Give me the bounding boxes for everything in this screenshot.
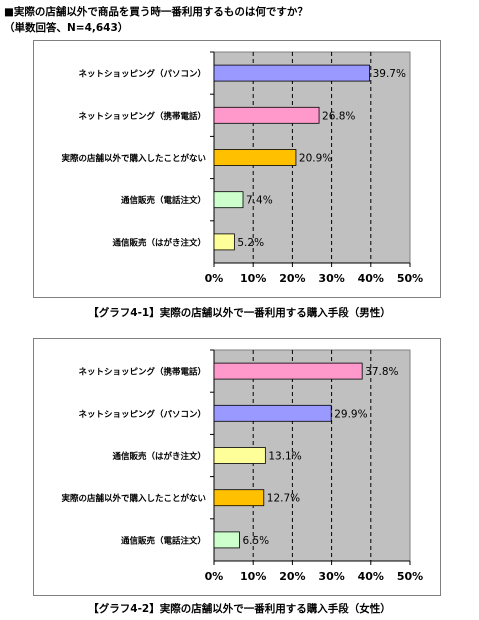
category-label: ネットショッピング（パソコン） xyxy=(78,409,206,420)
x-tick-label: 30% xyxy=(318,570,344,583)
data-label: 20.9% xyxy=(299,153,332,165)
category-label: 通信販売（はがき注文） xyxy=(112,451,206,462)
bar xyxy=(213,149,297,166)
category-label: 通信販売（電話注文） xyxy=(121,535,206,546)
caption-female: 【グラフ4-2】実際の店舗以外で一番利用する購入手段（女性） xyxy=(88,603,391,615)
data-label: 39.7% xyxy=(373,68,406,80)
x-tick-label: 40% xyxy=(358,272,384,285)
data-label: 13.1% xyxy=(268,451,301,463)
data-label: 5.2% xyxy=(237,237,264,249)
data-label: 29.9% xyxy=(334,408,367,420)
category-label: 実際の店舗以外で購入したことがない xyxy=(61,493,206,504)
data-label: 7.4% xyxy=(246,195,273,207)
bar xyxy=(213,404,332,422)
data-label: 6.5% xyxy=(242,535,269,547)
bar xyxy=(213,106,320,124)
x-tick-label: 20% xyxy=(279,272,305,285)
caption-male: 【グラフ4-1】実際の店舗以外で一番利用する購入手段（男性） xyxy=(88,307,391,319)
female-bar-chart: 0% 10% 20% 30% 40% 50% ネットショッピング（携帯電話） 37.8% ネット… xyxy=(61,349,423,583)
x-tick-label: 10% xyxy=(240,272,266,285)
category-label: ネットショッピング（携帯電話） xyxy=(78,111,206,122)
category-label: 実際の店舗以外で購入したことがない xyxy=(61,153,206,164)
male-bar-chart: 0% 10% 20% 30% 40% 50% ネットショッピング（パソコン） 39.7% ネット… xyxy=(61,51,423,285)
data-label: 37.8% xyxy=(365,366,398,378)
x-tick-label: 50% xyxy=(397,570,423,583)
category-label: ネットショッピング（パソコン） xyxy=(78,69,206,80)
bar xyxy=(213,191,244,209)
page-subtitle: （単数回答、N=4,643） xyxy=(4,22,129,34)
x-tick-label: 30% xyxy=(318,272,344,285)
bar xyxy=(213,489,265,507)
bar xyxy=(213,64,371,82)
bar xyxy=(213,531,240,549)
x-tick-label: 50% xyxy=(397,272,423,285)
x-tick-label: 10% xyxy=(240,570,266,583)
bar xyxy=(213,233,235,251)
data-label: 12.7% xyxy=(267,493,300,505)
bar xyxy=(213,362,363,380)
page-title: ■実際の店舗以外で商品を買う時一番利用するものは何ですか？ xyxy=(4,6,308,18)
chart-panel-female: 0% 10% 20% 30% 40% 50% ネットショッピング（携帯電話） 37.8% ネット… xyxy=(33,338,441,596)
x-tick-label: 0% xyxy=(205,272,224,285)
bar xyxy=(213,447,266,464)
category-label: 通信販売（はがき注文） xyxy=(112,237,206,248)
category-label: 通信販売（電話注文） xyxy=(121,195,206,206)
data-label: 26.8% xyxy=(322,110,355,122)
x-tick-label: 20% xyxy=(279,570,305,583)
x-tick-label: 0% xyxy=(205,570,224,583)
chart-panel-male: 0% 10% 20% 30% 40% 50% ネットショッピング（パソコン） 39.7% ネット… xyxy=(33,40,441,298)
category-label: ネットショッピング（携帯電話） xyxy=(78,367,206,378)
x-tick-label: 40% xyxy=(358,570,384,583)
